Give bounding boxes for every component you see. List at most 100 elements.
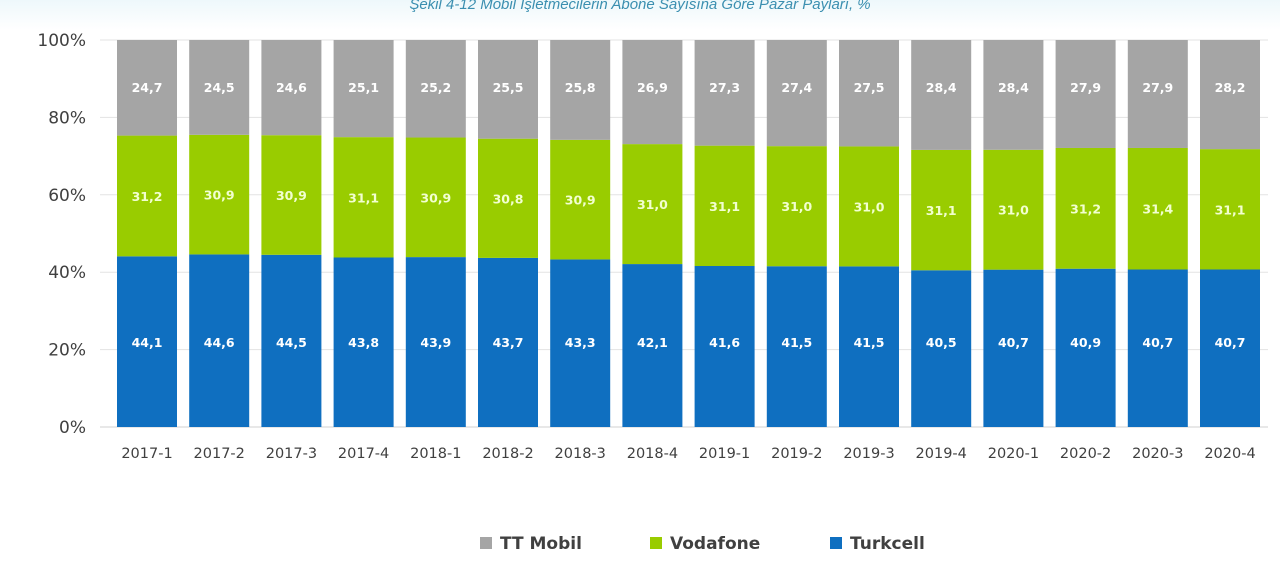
data-label: 31,0: [637, 197, 668, 212]
bar-stack: 40,7 31,4 27,9: [1127, 40, 1188, 427]
data-label: 24,6: [276, 80, 307, 95]
bar-stack: 43,8 31,1 25,1: [333, 40, 394, 427]
bar-tt-mobil: [333, 40, 394, 138]
bar-tt-mobil: [189, 40, 250, 135]
legend-item: TT Mobil: [480, 534, 582, 554]
data-label: 25,2: [420, 80, 451, 95]
data-label: 27,3: [709, 80, 740, 95]
bar-vodafone: [1127, 147, 1188, 270]
bar-tt-mobil: [550, 40, 611, 140]
data-label: 44,6: [204, 335, 235, 350]
bar-turkcell: [1055, 268, 1116, 427]
bar-vodafone: [261, 135, 322, 255]
bar-turkcell: [694, 266, 755, 427]
bar-turkcell: [405, 257, 466, 427]
legend-swatch: [480, 537, 492, 549]
data-label: 27,5: [854, 80, 885, 95]
data-label: 31,0: [854, 199, 885, 214]
bar-turkcell: [117, 256, 177, 427]
bar-stack: 44,6 30,9 24,5: [189, 40, 250, 427]
bar-tt-mobil: [622, 40, 683, 145]
x-tick-label: 2019-1: [699, 446, 750, 462]
data-label: 31,1: [709, 199, 740, 214]
bar-tt-mobil: [766, 40, 827, 147]
data-label: 25,5: [493, 80, 524, 95]
data-label: 27,4: [781, 80, 812, 95]
bar-vodafone: [550, 139, 611, 260]
data-label: 40,9: [1070, 335, 1101, 350]
x-tick-label: 2017-2: [194, 446, 245, 462]
x-tick-label: 2020-3: [1132, 446, 1183, 462]
x-tick-label: 2017-4: [338, 446, 389, 462]
data-label: 31,2: [132, 189, 163, 204]
bar-vodafone: [1055, 147, 1116, 269]
legend-label: TT Mobil: [500, 534, 582, 554]
legend-label: Turkcell: [850, 534, 925, 554]
data-label: 24,7: [132, 80, 163, 95]
data-label: 30,9: [420, 190, 451, 205]
x-tick-label: 2018-2: [482, 446, 533, 462]
bar-turkcell: [911, 270, 972, 427]
data-label: 43,7: [493, 335, 524, 350]
bar-stack: 43,7 30,8 25,5: [478, 40, 538, 427]
x-tick-label: 2017-1: [121, 446, 172, 462]
bar-stack: 42,1 31,0 26,9: [622, 40, 683, 427]
y-tick-label: 60%: [48, 186, 86, 206]
bar-stack: 40,5 31,1 28,4: [911, 40, 972, 427]
data-label: 40,7: [998, 335, 1029, 350]
x-tick-label: 2018-4: [627, 446, 678, 462]
bar-turkcell: [1127, 269, 1188, 427]
data-label: 28,4: [926, 80, 957, 95]
legend: TT Mobil Vodafone Turkcell: [480, 534, 925, 554]
bar-stack: 41,5 31,0 27,5: [839, 40, 899, 427]
bar-tt-mobil: [261, 40, 322, 136]
bar-turkcell: [333, 257, 394, 427]
bar-tt-mobil: [405, 40, 466, 138]
x-tick-label: 2020-1: [988, 446, 1039, 462]
legend-item: Vodafone: [650, 534, 760, 554]
x-tick-label: 2019-2: [771, 446, 822, 462]
bar-vodafone: [405, 137, 466, 258]
bar-stack: 44,5 30,9 24,6: [261, 40, 322, 427]
data-label: 24,5: [204, 80, 235, 95]
data-label: 30,9: [565, 193, 596, 208]
bar-vodafone: [1200, 149, 1260, 270]
data-label: 31,1: [348, 190, 379, 205]
bar-vodafone: [766, 146, 827, 267]
bar-vodafone: [117, 135, 177, 257]
bar-turkcell: [261, 254, 322, 427]
bar-vodafone: [622, 144, 683, 265]
bar-stack: 43,9 30,9 25,2: [405, 40, 466, 427]
bar-tt-mobil: [1055, 40, 1116, 148]
bar-stack: 40,7 31,0 28,4: [983, 40, 1044, 427]
x-tick-label: 2019-4: [916, 446, 967, 462]
data-label: 27,9: [1070, 80, 1101, 95]
data-label: 25,1: [348, 80, 379, 95]
y-tick-label: 100%: [37, 31, 86, 51]
data-label: 40,5: [926, 335, 957, 350]
bar-tt-mobil: [983, 40, 1044, 150]
y-tick-label: 80%: [48, 108, 86, 128]
data-label: 43,3: [565, 335, 596, 350]
x-tick-label: 2019-3: [843, 446, 894, 462]
data-label: 43,9: [420, 335, 451, 350]
x-tick-label: 2020-4: [1204, 446, 1255, 462]
x-tick-label: 2018-3: [555, 446, 606, 462]
bar-vodafone: [983, 149, 1044, 270]
bar-stack: 43,3 30,9 25,8: [550, 40, 611, 427]
data-label: 30,9: [204, 188, 235, 203]
data-label: 43,8: [348, 335, 379, 350]
bar-stack: 40,7 31,1 28,2: [1200, 40, 1260, 427]
data-label: 31,4: [1142, 202, 1173, 217]
legend-swatch: [650, 537, 662, 549]
data-label: 31,0: [998, 203, 1029, 218]
x-tick-label: 2017-3: [266, 446, 317, 462]
data-label: 41,5: [854, 335, 885, 350]
legend-swatch: [830, 537, 842, 549]
data-label: 31,1: [926, 203, 957, 218]
bar-tt-mobil: [839, 40, 899, 147]
bar-tt-mobil: [117, 40, 177, 136]
legend-item: Turkcell: [830, 534, 925, 554]
data-label: 28,4: [998, 80, 1029, 95]
